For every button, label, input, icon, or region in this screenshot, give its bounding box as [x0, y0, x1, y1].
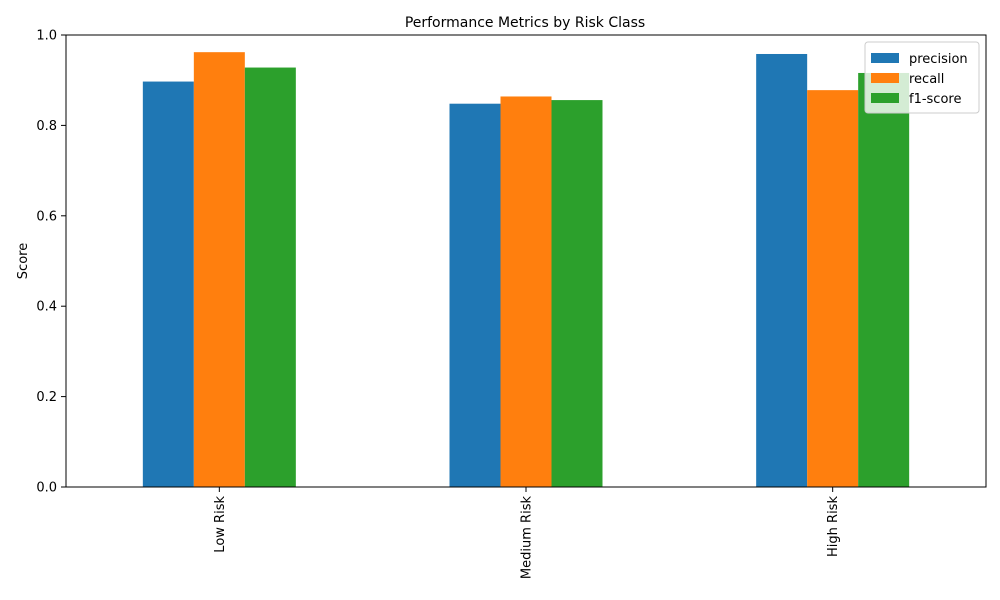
y-tick-label: 0.2	[36, 390, 57, 405]
bar-recall-low-risk	[193, 52, 245, 488]
x-tick-label: Medium Risk	[520, 496, 535, 580]
legend-swatch-f1-score	[871, 93, 899, 103]
y-tick-label: 0.4	[36, 300, 57, 315]
chart-title: Performance Metrics by Risk Class	[405, 15, 645, 31]
x-axis-ticks: Low Risk Medium Risk High Risk	[213, 487, 841, 579]
y-tick-label: 0.8	[36, 119, 57, 134]
legend-label-f1-score: f1-score	[909, 92, 961, 107]
y-axis-ticks: 0.0 0.2 0.4 0.6 0.8 1.0	[36, 29, 66, 496]
plot-area-frame	[65, 34, 987, 488]
y-tick-label: 0.6	[36, 209, 57, 224]
legend-label-precision: precision	[909, 52, 968, 67]
x-tick-label: Low Risk	[213, 496, 228, 553]
legend-swatch-precision	[871, 53, 899, 63]
bar-f1-score-low-risk	[244, 67, 296, 487]
bar-recall-high-risk	[807, 90, 859, 488]
x-tick-label: High Risk	[826, 496, 841, 557]
bar-precision-medium-risk	[449, 103, 501, 487]
y-tick-label: 0.0	[36, 481, 57, 496]
y-tick-label: 1.0	[36, 29, 57, 44]
bar-f1-score-high-risk	[858, 72, 910, 487]
bars-group	[142, 52, 910, 488]
legend-label-recall: recall	[909, 72, 944, 87]
legend-swatch-recall	[871, 73, 899, 83]
bar-f1-score-medium-risk	[551, 100, 603, 487]
bar-precision-high-risk	[756, 53, 808, 487]
legend: precision recall f1-score	[864, 41, 980, 114]
y-axis-label: Score	[16, 243, 31, 279]
bar-recall-medium-risk	[500, 96, 552, 488]
bar-precision-low-risk	[142, 81, 194, 487]
